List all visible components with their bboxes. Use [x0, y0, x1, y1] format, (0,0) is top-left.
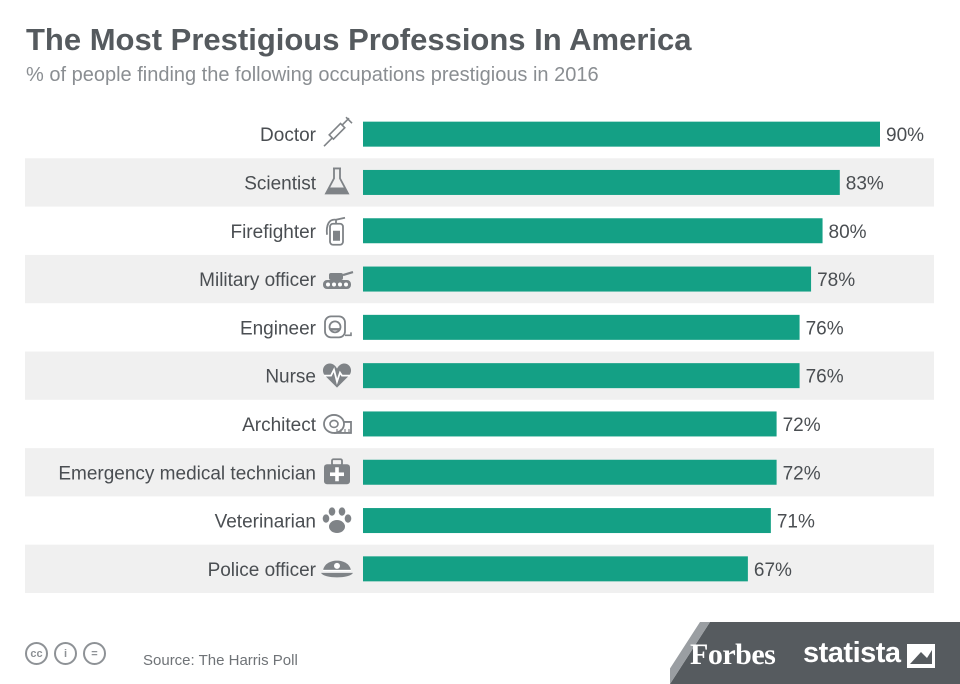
- flask-icon: [324, 167, 350, 195]
- heart-pulse-icon: [322, 363, 352, 388]
- value-label: 67%: [754, 560, 792, 581]
- statista-logo[interactable]: statista: [803, 637, 901, 669]
- brand-band: [670, 622, 960, 684]
- value-label: 80%: [829, 222, 867, 243]
- no-derivatives-icon[interactable]: =: [83, 642, 106, 665]
- tank-icon: [323, 270, 354, 290]
- forbes-logo[interactable]: Forbes: [690, 638, 776, 671]
- category-label: Emergency medical technician: [58, 463, 316, 484]
- bar-row: Nurse 76%: [25, 351, 934, 400]
- category-label: Police officer: [208, 560, 317, 581]
- value-label: 78%: [817, 270, 855, 291]
- cc-icon[interactable]: cc: [25, 642, 48, 665]
- bar: [363, 218, 823, 244]
- bar: [363, 121, 880, 147]
- value-label: 72%: [783, 463, 821, 484]
- measuring-tape-icon: [323, 414, 352, 434]
- fire-extinguisher-icon: [325, 216, 346, 246]
- bar-row: Police officer 67%: [25, 544, 934, 593]
- syringe-icon: [323, 116, 353, 147]
- bar-row: Veterinarian 71%: [215, 507, 815, 534]
- bar: [363, 314, 800, 340]
- bar: [363, 508, 771, 534]
- bar-row: Engineer 76%: [240, 314, 844, 340]
- license-icons: cc i =: [25, 642, 106, 665]
- bar-chart: Doctor 90% Scientist 83% Firefighter 80% Milit…: [25, 116, 934, 593]
- bar: [363, 363, 800, 389]
- category-label: Firefighter: [230, 222, 316, 243]
- category-label: Architect: [242, 415, 317, 436]
- chart-title: The Most Prestigious Professions In Amer…: [26, 22, 692, 57]
- category-label: Engineer: [240, 318, 317, 339]
- tape-measure-icon: [324, 315, 352, 339]
- bar: [363, 266, 812, 292]
- bar-row: Firefighter 80%: [230, 216, 867, 246]
- value-label: 83%: [846, 173, 884, 194]
- value-label: 72%: [783, 415, 821, 436]
- value-label: 76%: [806, 367, 844, 388]
- category-label: Military officer: [199, 270, 317, 291]
- footer: cc i = Source: The Harris Poll Forbes st…: [0, 622, 960, 684]
- bar: [363, 459, 777, 485]
- bar-row: Doctor 90%: [260, 116, 924, 147]
- value-label: 76%: [806, 318, 844, 339]
- bar-row: Architect 72%: [242, 411, 821, 437]
- bar: [363, 411, 777, 437]
- value-label: 71%: [777, 512, 815, 533]
- bar: [363, 556, 748, 582]
- category-label: Nurse: [265, 367, 316, 388]
- chart-subtitle: % of people finding the following occupa…: [26, 64, 599, 86]
- value-label: 90%: [886, 125, 924, 146]
- category-label: Doctor: [260, 125, 317, 146]
- bar-row: Military officer 78%: [25, 254, 934, 304]
- paw-icon: [322, 507, 352, 534]
- bar-row: Scientist 83%: [25, 158, 934, 207]
- bar-row: Emergency medical technician 72%: [25, 448, 934, 497]
- police-cap-icon: [321, 560, 353, 578]
- category-label: Scientist: [244, 173, 317, 194]
- attribution-icon[interactable]: i: [54, 642, 77, 665]
- category-label: Veterinarian: [215, 512, 316, 533]
- source-note: Source: The Harris Poll: [143, 652, 298, 669]
- bar: [363, 169, 840, 195]
- first-aid-kit-icon: [324, 458, 350, 485]
- statista-mark-icon: [907, 644, 935, 668]
